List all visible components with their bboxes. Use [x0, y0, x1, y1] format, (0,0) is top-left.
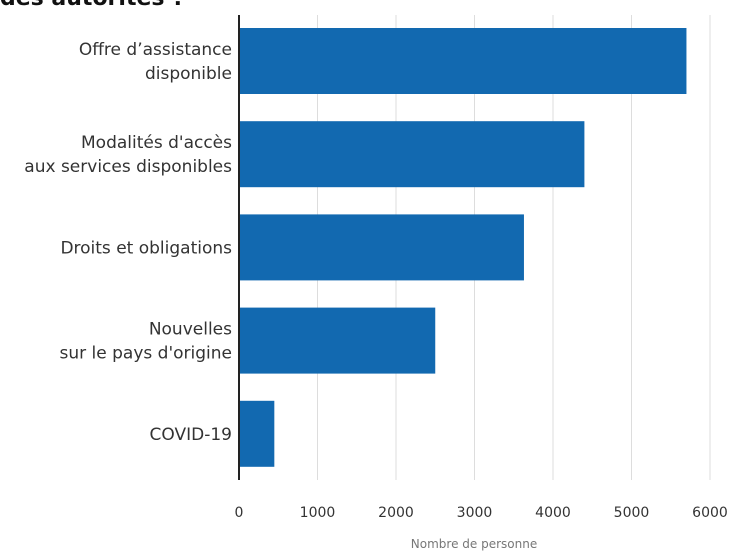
bar: [239, 400, 275, 467]
y-tick-label-line: COVID-19: [150, 425, 232, 445]
x-tick-label: 6000: [692, 505, 728, 521]
x-tick-label: 3000: [457, 505, 493, 521]
y-tick-label-line: sur le pays d'origine: [60, 344, 232, 364]
y-tick-label-line: Droits et obligations: [60, 238, 232, 258]
bar: [239, 121, 585, 188]
x-tick-label: 4000: [535, 505, 571, 521]
y-tick-label-line: Offre d’assistance: [79, 40, 232, 60]
y-tick-label: Nouvelles sur le pays d'origine: [60, 320, 233, 364]
chart-title: des autorités ?: [0, 0, 185, 11]
x-tick-label: 1000: [300, 505, 336, 521]
y-tick-label-line: Nouvelles: [149, 320, 232, 340]
y-tick-label-line: Modalités d'accès: [81, 133, 232, 153]
x-tick-label: 2000: [378, 505, 414, 521]
y-tick-label: Modalités d'accès aux services disponible…: [24, 133, 232, 177]
bar: [239, 214, 524, 281]
x-axis-label: Nombre de personne: [411, 537, 537, 551]
y-tick-label: COVID-19: [150, 425, 232, 445]
y-tick-label: Offre d’assistance disponible: [79, 40, 232, 84]
bar: [239, 307, 436, 374]
bar: [239, 28, 687, 94]
x-tick-label: 0: [235, 505, 244, 521]
y-tick-label: Droits et obligations: [60, 238, 232, 258]
x-tick-label: 5000: [614, 505, 650, 521]
y-tick-label-line: aux services disponibles: [24, 157, 232, 177]
y-tick-label-line: disponible: [145, 64, 232, 84]
